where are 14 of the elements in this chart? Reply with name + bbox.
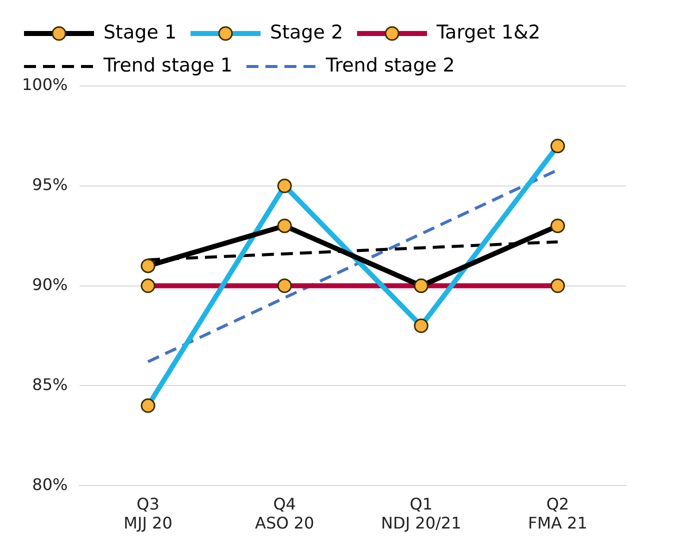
legend-label: Target 1&2: [436, 21, 540, 44]
x-tick-label: Q1 NDJ 20/21: [381, 494, 462, 533]
legend-label: Stage 1: [104, 21, 177, 44]
y-tick-label: 90%: [32, 274, 68, 294]
y-tick-label: 95%: [32, 175, 68, 194]
legend-label: Trend stage 2: [324, 54, 455, 76]
x-tick-label: Q2 FMA 21: [528, 494, 588, 533]
y-tick-label: 85%: [32, 374, 68, 394]
y-tick-label: 80%: [32, 474, 68, 494]
x-tick-label: Q4 ASO 20: [255, 494, 314, 533]
legend-label: Trend stage 1: [102, 54, 232, 76]
legend-label: Stage 2: [270, 21, 344, 44]
x-tick-label: Q3 MJJ 20: [124, 494, 172, 533]
y-tick-label: 100%: [22, 75, 68, 94]
